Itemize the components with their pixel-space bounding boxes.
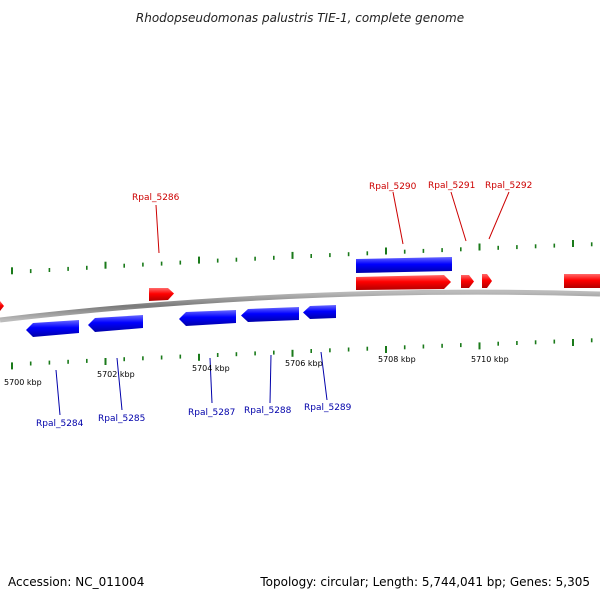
forward-genes: [0, 274, 600, 311]
gene-arrow-reverse[interactable]: [303, 305, 336, 319]
gene-label[interactable]: Rpal_5285: [98, 414, 145, 424]
gene-label[interactable]: Rpal_5286: [132, 193, 180, 203]
scale-label: 5702 kbp: [97, 370, 135, 379]
tick-row-top: [11, 240, 593, 275]
gene-arrow-reverse[interactable]: [88, 315, 143, 332]
scale-label: 5704 kbp: [192, 364, 230, 373]
gene-arrow-forward[interactable]: [564, 274, 600, 288]
gene-label[interactable]: Rpal_5287: [188, 408, 235, 418]
reverse-genes: [26, 305, 336, 337]
accession-label: Accession: NC_011004: [8, 575, 144, 589]
gene-arrow-forward[interactable]: [0, 301, 4, 311]
gene-arrow-forward[interactable]: [149, 288, 174, 301]
gene-arrow-reverse[interactable]: [26, 320, 79, 337]
gene-arrow-reverse[interactable]: [179, 310, 236, 326]
gene-arrow-forward[interactable]: [356, 275, 451, 290]
gene-label[interactable]: Rpal_5292: [485, 181, 532, 191]
gene-arrow-reverse[interactable]: [356, 257, 452, 273]
gene-label[interactable]: Rpal_5291: [428, 181, 475, 191]
map-title: Rhodopseudomonas palustris TIE-1, comple…: [136, 11, 464, 25]
topology-label: Topology: circular; Length: 5,744,041 bp…: [259, 575, 590, 589]
scale-label: 5708 kbp: [378, 355, 416, 364]
genome-backbone: [0, 289, 600, 323]
scale-label: 5706 kbp: [285, 359, 323, 368]
gene-label[interactable]: Rpal_5290: [369, 182, 417, 192]
gene-arrow-forward[interactable]: [461, 275, 474, 288]
scale-label: 5700 kbp: [4, 378, 42, 387]
tick-row-bottom: [11, 338, 593, 370]
gene-arrow-reverse[interactable]: [241, 307, 299, 322]
top-leader-lines: [155, 191, 510, 254]
scale-label: 5710 kbp: [471, 355, 509, 364]
bottom-leader-lines: [55, 351, 328, 416]
gene-label[interactable]: Rpal_5284: [36, 419, 84, 429]
gene-label[interactable]: Rpal_5289: [304, 403, 352, 413]
gene-arrow-forward[interactable]: [482, 274, 492, 288]
gene-label[interactable]: Rpal_5288: [244, 406, 292, 416]
